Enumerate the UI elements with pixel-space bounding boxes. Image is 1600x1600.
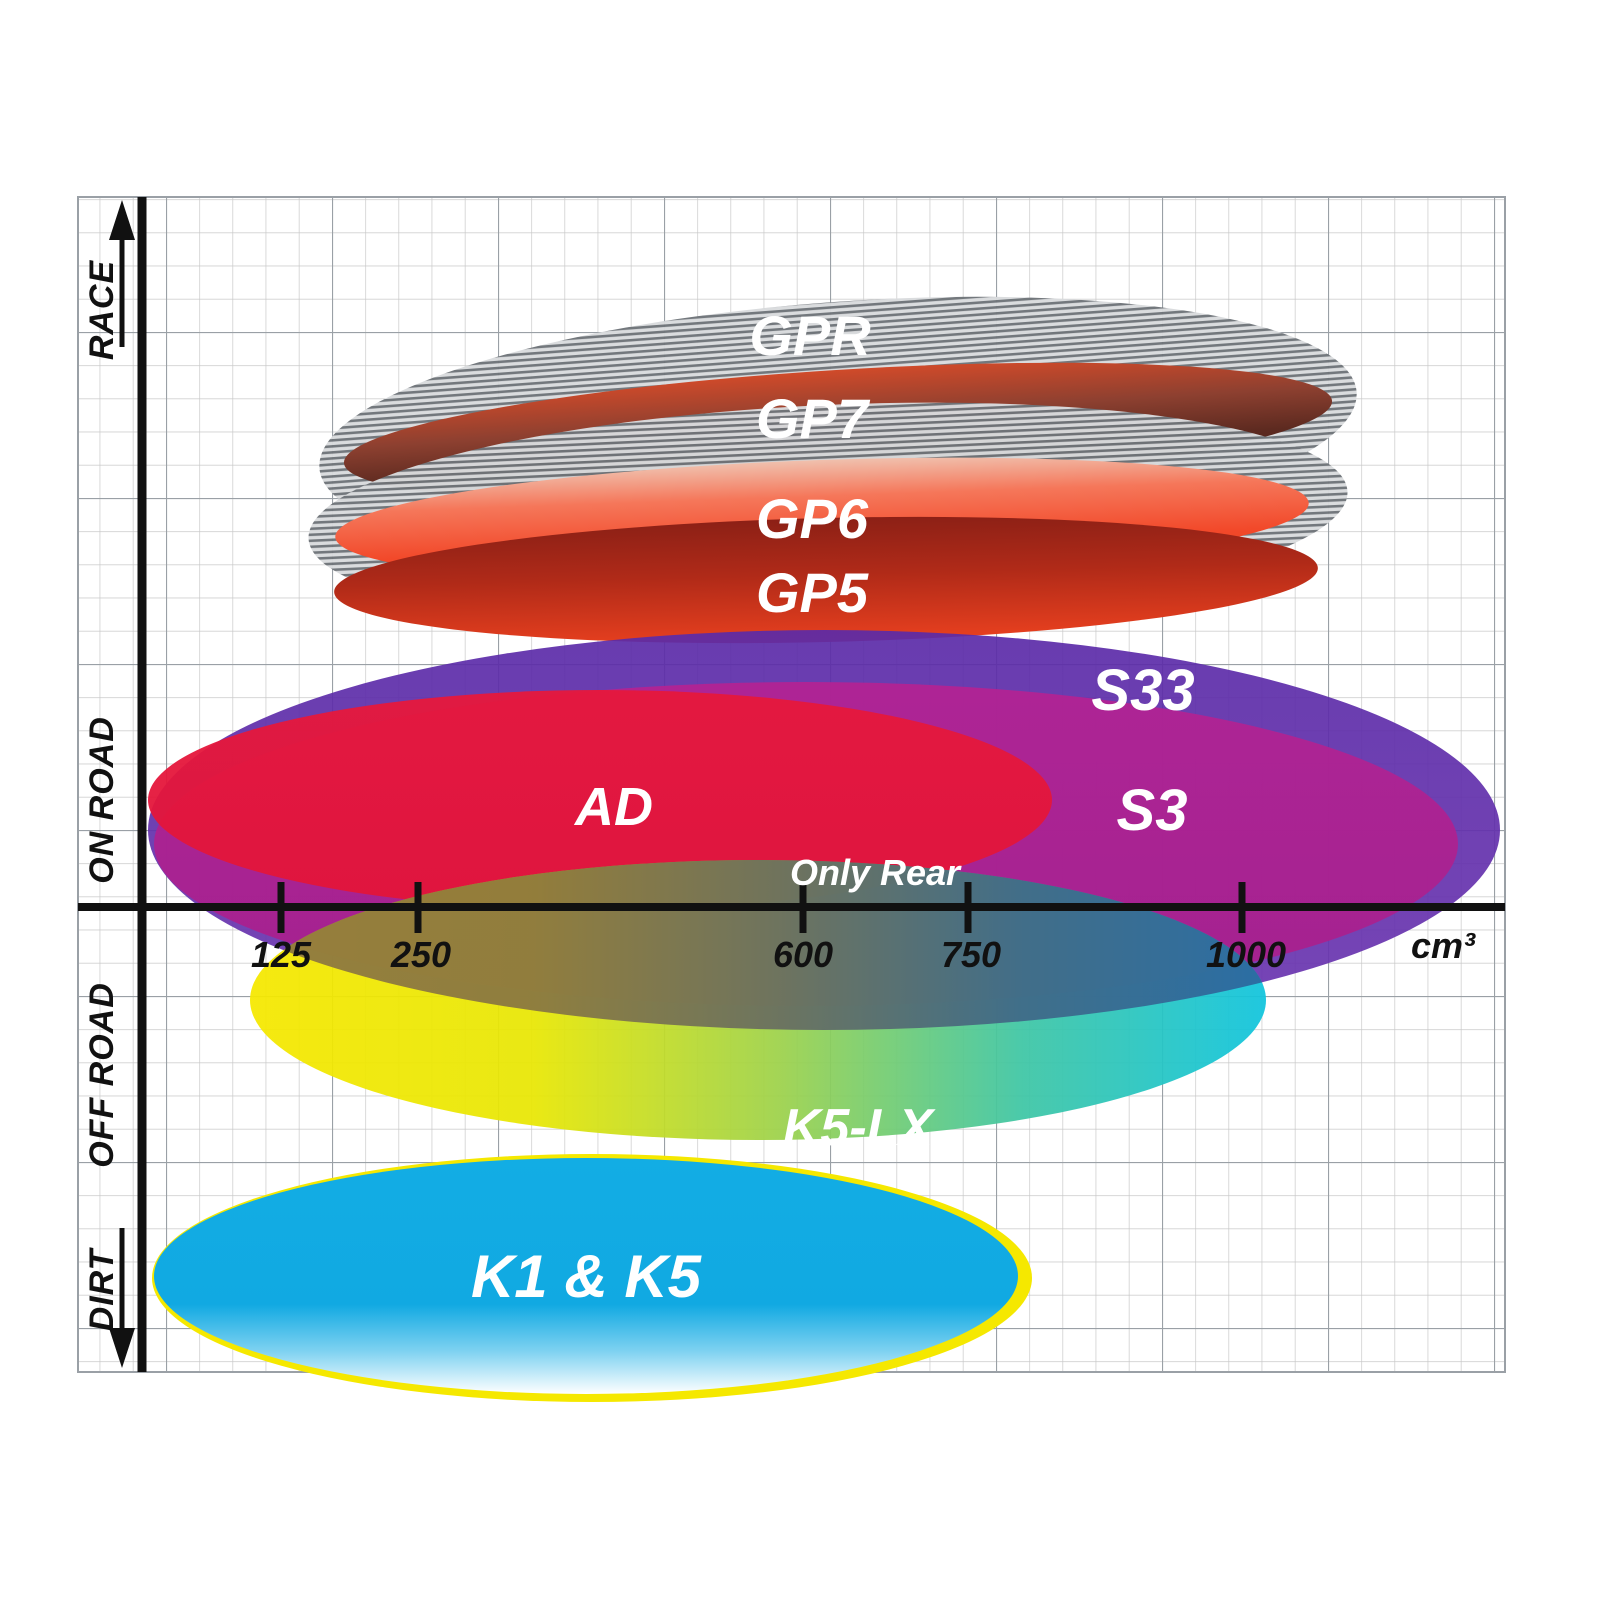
series-label-gpr: GPR (749, 304, 871, 367)
series-label-k1-k5: K1 & K5 (471, 1243, 703, 1310)
series-label-gp6: GP6 (756, 487, 869, 550)
x-tick-label-600: 600 (773, 934, 833, 975)
x-axis-unit-label: cm³ (1411, 925, 1476, 966)
race-up-arrow (109, 200, 135, 347)
series-label-gp7: GP7 (756, 387, 871, 450)
y-axis-category-labels: RACE ON ROAD OFF ROAD DIRT (83, 260, 121, 1332)
blob-ad (148, 690, 1052, 910)
series-labels: GPR GP7 GP6 GP5 S33 S3 AD Only Rear K5-L… (471, 304, 1195, 1310)
y-label-race: RACE (83, 260, 121, 361)
series-label-ad: AD (573, 777, 653, 837)
x-tick-label-1000: 1000 (1206, 934, 1286, 975)
blob-k1-k5 (152, 1154, 1032, 1402)
x-axis-ticks (277, 882, 1246, 933)
series-label-k5-lx: K5-LX (783, 1099, 937, 1157)
x-tick-label-250: 250 (390, 934, 451, 975)
x-axis-tick-labels: 125 250 600 750 1000 cm³ (251, 925, 1476, 975)
x-tick-label-750: 750 (941, 934, 1001, 975)
series-blobs (148, 296, 1500, 1402)
x-tick-label-125: 125 (251, 934, 312, 975)
y-label-dirt: DIRT (83, 1246, 121, 1331)
dirt-down-arrow (109, 1228, 135, 1368)
annotation-only-rear: Only Rear (790, 852, 962, 893)
axes (78, 197, 1505, 1372)
series-label-s3: S3 (1117, 778, 1188, 843)
series-label-gp5: GP5 (756, 561, 869, 624)
y-label-on-road: ON ROAD (83, 716, 121, 884)
blob-overlap-shadow (250, 860, 1266, 1030)
series-label-s33: S33 (1091, 658, 1194, 723)
y-label-off-road: OFF ROAD (83, 982, 121, 1168)
blob-gp5 (334, 516, 1318, 644)
